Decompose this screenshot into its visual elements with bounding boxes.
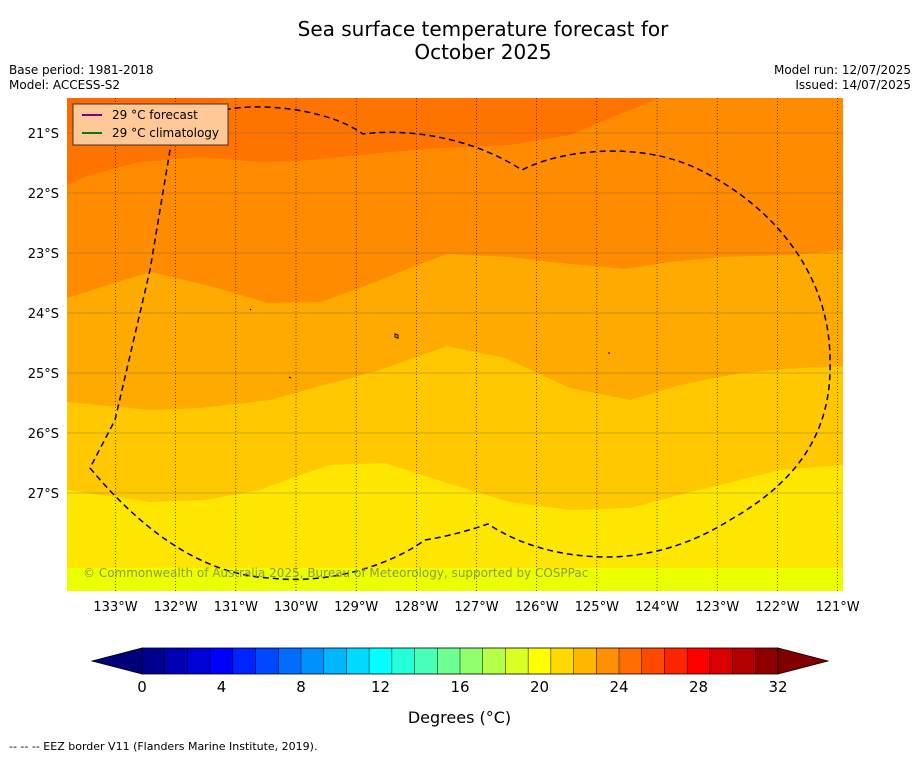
colorbar-tick-label: 32: [768, 678, 787, 696]
colorbar-segment: [210, 648, 234, 674]
meta-left: Base period: 1981-2018 Model: ACCESS-S2: [9, 63, 154, 93]
latitude-label: 23°S: [28, 247, 59, 262]
title-line-1: Sea surface temperature forecast for: [297, 17, 669, 41]
colorbar-segment: [369, 648, 393, 674]
colorbar-segment: [482, 648, 506, 674]
colorbar-segment: [187, 648, 211, 674]
eez-footer-note: -- -- -- EEZ border V11 (Flanders Marine…: [9, 740, 318, 753]
longitude-label: 126°W: [515, 600, 559, 615]
longitude-label: 132°W: [154, 600, 198, 615]
colorbar-segment: [619, 648, 643, 674]
island: [288, 376, 292, 379]
colorbar-segment: [755, 648, 779, 674]
issued-date: Issued: 14/07/2025: [795, 78, 911, 92]
colorbar-segment: [641, 648, 665, 674]
latitude-label: 24°S: [28, 307, 59, 322]
legend-climatology-label: 29 °C climatology: [112, 126, 219, 140]
eez-border: [89, 106, 831, 581]
colorbar-frame: [141, 647, 779, 675]
colorbar-segment: [732, 648, 756, 674]
colorbar-segment: [232, 648, 257, 674]
colorbar-segment: [278, 648, 302, 674]
longitude-label: 127°W: [454, 600, 498, 615]
colorbar-label: Degrees (°C): [407, 708, 512, 727]
chart-title: Sea surface temperature forecast for Oct…: [0, 18, 919, 64]
latitude-label: 21°S: [28, 127, 59, 142]
model-name: Model: ACCESS-S2: [9, 78, 121, 92]
longitude-label: 124°W: [635, 600, 679, 615]
band-yellow-green: [67, 568, 843, 591]
legend-box: [72, 103, 229, 146]
longitude-label: 131°W: [214, 600, 258, 615]
latitude-labels: 21°S 22°S 23°S 24°S 25°S 26°S 27°S: [28, 127, 59, 502]
colorbar-tick-label: 28: [689, 678, 708, 696]
colorbar-segment: [550, 648, 575, 674]
longitude-label: 130°W: [274, 600, 318, 615]
longitude-label: 133°W: [93, 600, 137, 615]
colorbar-segment: [687, 648, 711, 674]
colorbar-tick-label: 20: [530, 678, 549, 696]
colorbar-segment: [437, 648, 461, 674]
colorbar-tick-label: 12: [371, 678, 390, 696]
colorbar-segment: [346, 648, 370, 674]
colorbar-low-extension: [90, 647, 143, 675]
longitude-labels: 133°W 132°W 131°W 130°W 129°W 128°W 127°W 126°W…: [93, 600, 859, 615]
colorbar: [90, 647, 830, 675]
longitude-label: 122°W: [755, 600, 799, 615]
colorbar-segment: [573, 648, 597, 674]
colorbar-segment: [391, 648, 416, 674]
copyright-notice: © Commonwealth of Australia 2025, Bureau…: [83, 566, 588, 580]
longitude-label: 125°W: [575, 600, 619, 615]
colorbar-segment: [528, 648, 552, 674]
longitude-label: 123°W: [695, 600, 739, 615]
island: [394, 333, 399, 339]
colorbar-tick-label: 16: [450, 678, 469, 696]
colorbar-high-extension: [777, 647, 830, 675]
colorbar-tick-label: 24: [609, 678, 628, 696]
latitude-label: 27°S: [28, 487, 59, 502]
colorbar-tick-labels: 0 4 8 12 16 20 24 28 32: [137, 678, 787, 696]
colorbar-tick-label: 0: [137, 678, 147, 696]
longitude-label: 129°W: [334, 600, 378, 615]
colorbar-segment: [255, 648, 279, 674]
longitude-label: 121°W: [815, 600, 859, 615]
colorbar-segment: [164, 648, 188, 674]
meta-right: Model run: 12/07/2025 Issued: 14/07/2025: [774, 63, 911, 93]
colorbar-tick-label: 4: [217, 678, 227, 696]
latitude-label: 22°S: [28, 187, 59, 202]
colorbar-tick-label: 8: [296, 678, 306, 696]
colorbar-segment: [323, 648, 347, 674]
colorbar-segment: [301, 648, 325, 674]
colorbar-segment: [142, 648, 166, 674]
island: [249, 308, 252, 311]
model-run: Model run: 12/07/2025: [773, 63, 911, 77]
colorbar-segment: [505, 648, 529, 674]
temperature-bands: [67, 98, 843, 591]
latitude-label: 26°S: [28, 427, 59, 442]
colorbar-segment: [414, 648, 438, 674]
latitude-label: 25°S: [28, 367, 59, 382]
gridlines: [67, 98, 843, 591]
title-line-2: October 2025: [414, 40, 552, 64]
colorbar-segment: [460, 648, 484, 674]
longitude-label: 128°W: [394, 600, 438, 615]
legend-forecast-label: 29 °C forecast: [112, 108, 198, 122]
colorbar-segment: [664, 648, 688, 674]
legend: 29 °C forecast 29 °C climatology: [72, 103, 229, 146]
base-period: Base period: 1981-2018: [9, 63, 154, 77]
colorbar-segment: [596, 648, 620, 674]
colorbar-segment: [709, 648, 734, 674]
